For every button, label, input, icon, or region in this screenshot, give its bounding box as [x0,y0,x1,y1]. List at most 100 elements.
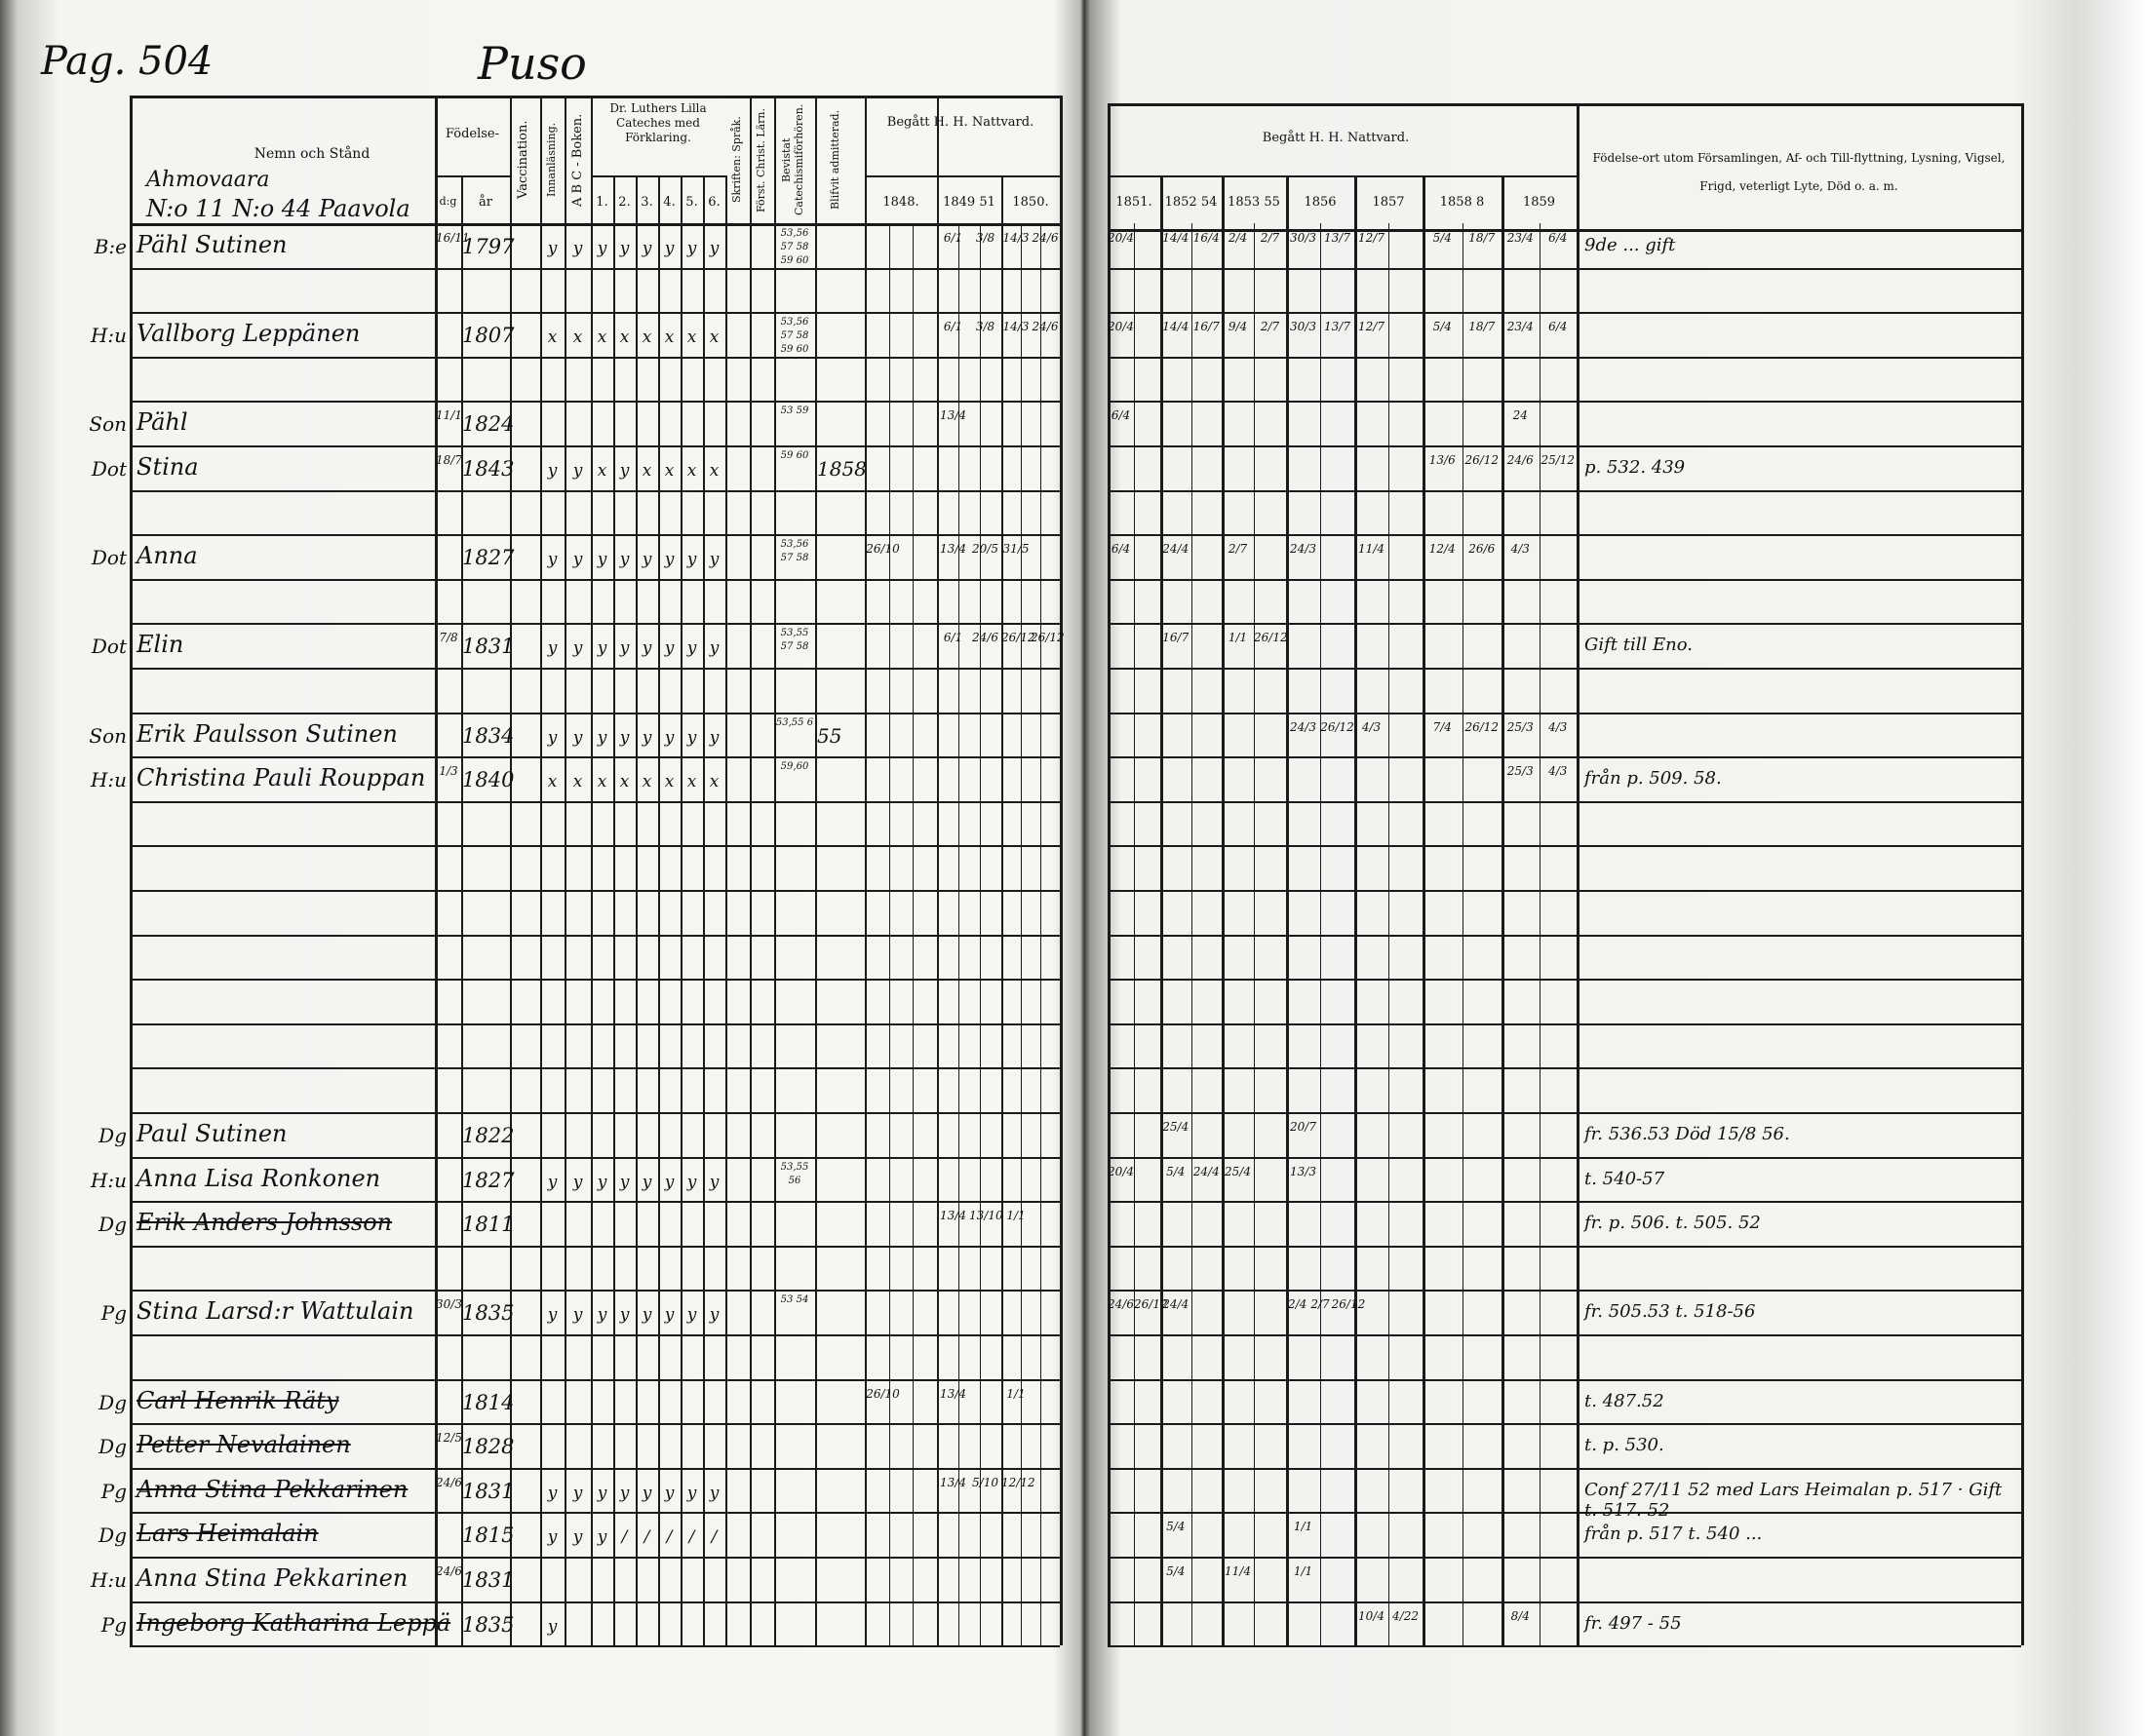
christian-teaching-header: Först. Christ. Lärn. [755,107,767,212]
row-rule [130,534,1060,537]
catechism-mark: y [686,1172,697,1192]
catechism-mark: y [709,727,720,748]
communion-date: 26/12 [1134,1297,1168,1312]
row-rule [1108,489,2021,492]
communion-date: 26/12 [1001,631,1035,645]
communion-year-header: 1853 55 [1228,195,1280,210]
communion-date: 5/4 [1166,1164,1186,1178]
catechism-mark: x [664,461,675,481]
household-role: Dot [91,635,127,659]
communion-date: 14/3 [1002,231,1030,245]
communion-date: 13/4 [940,408,966,423]
row-rule [1108,1467,2021,1470]
hearing-years: 53,56 57 58 [780,539,809,564]
communion-date: 25/3 [1506,719,1534,734]
catechism-mark: x [572,772,583,792]
table-border-top-left [130,96,1060,98]
remark-note: t. p. 530. [1584,1435,1664,1456]
row-rule [130,668,1060,670]
row-rule [1108,756,2021,759]
household-role: H:u [90,324,127,348]
row-rule [130,1022,1060,1025]
row-rule [130,1112,1060,1114]
column-rule [435,96,438,1646]
communion-date: 2/7 [1260,320,1280,334]
household-role: H:u [90,768,127,792]
hearing-years: 59 60 [780,450,809,461]
village-name: Puso [478,37,587,90]
communion-date: 24/6 [1108,1297,1134,1312]
birth-year: 1814 [462,1390,515,1414]
birth-year: 1828 [462,1435,515,1459]
years-subheader-rule-left [865,175,1060,177]
catechism-part-5: 5. [685,195,698,210]
communion-date: 5/10 [972,1475,998,1489]
catechism-mark: y [686,239,697,258]
catechism-mark: / [688,1527,695,1548]
row-rule [130,1290,1060,1292]
hearing-years: 53,55 6 [775,716,814,728]
row-rule [1108,1512,2021,1515]
name-column-header: Nemn och Stånd [254,146,370,162]
catechism-mark: y [642,1172,652,1192]
remarks-header: Födelse-ort utom Församlingen, Af- och T… [1592,151,2006,193]
catechism-mark: x [619,772,630,792]
catechism-mark: y [547,239,558,258]
communion-date: 6/4 [1548,231,1568,245]
communion-date: 24/3 [1290,719,1316,734]
hearing-years: 53 59 [780,405,809,417]
row-rule [130,1201,1060,1204]
birth-year: 1843 [462,457,515,481]
communion-date: 24/6 [972,631,998,645]
household-role: Dg [98,1524,127,1548]
column-rule [510,96,512,1646]
communion-date: 20/5 [972,542,998,557]
row-rule [1108,401,2021,404]
person-name: Lars Heimalain [136,1520,319,1548]
communion-date: 25/4 [1225,1164,1251,1178]
communion-date: 6/4 [1111,408,1131,423]
row-rule [130,312,1060,315]
catechism-mark: x [597,461,607,481]
row-rule [130,1245,1060,1248]
catechism-mark: y [686,1483,697,1503]
catechism-mark: x [597,772,607,792]
admitted-header: Blifvit admitterad. [829,109,841,211]
birth-year: 1840 [462,768,515,792]
row-rule [130,578,1060,581]
catechism-mark: y [642,727,652,748]
catechism-mark: y [547,550,558,570]
row-rule [130,756,1060,759]
communion-date: 2/7 [1310,1297,1330,1312]
catechism-mark: y [547,1527,558,1548]
reading-header: Innanläsning. [545,122,558,198]
remark-note: fr. 505.53 t. 518-56 [1584,1301,1756,1323]
communion-date: 10/4 [1358,1608,1384,1623]
hearing-years: 53,56 57 58 59 60 [780,228,809,266]
row-rule [1108,1423,2021,1426]
person-name: Carl Henrik Räty [136,1386,339,1414]
communion-date: 5/4 [1166,1564,1186,1578]
catechism-mark: / [711,1527,718,1548]
catechism-mark: x [664,772,675,792]
column-rule [613,175,615,1646]
remark-note: fr. 536.53 Död 15/8 56. [1584,1124,1790,1144]
column-rule [2021,103,2024,1646]
catechism-mark: y [642,239,652,258]
birth-year: 1827 [462,1168,515,1192]
catechism-mark: y [547,1172,558,1192]
row-rule [130,1067,1060,1070]
catechism-mark: y [642,638,652,659]
birth-day: 16/11 [436,231,470,245]
row-rule [130,489,1060,492]
catechism-mark: y [642,1483,652,1503]
column-rule [1354,175,1357,1646]
row-rule [1108,1112,2021,1114]
catechism-mark: y [709,1483,720,1503]
communion-date: 16/4 [1192,231,1220,245]
communion-date: 6/1 [943,231,963,245]
catechism-mark: / [644,1527,650,1548]
years-subheader-rule-right [1108,175,1577,177]
communion-date: 24/4 [1162,542,1190,557]
row-rule [1108,845,2021,848]
